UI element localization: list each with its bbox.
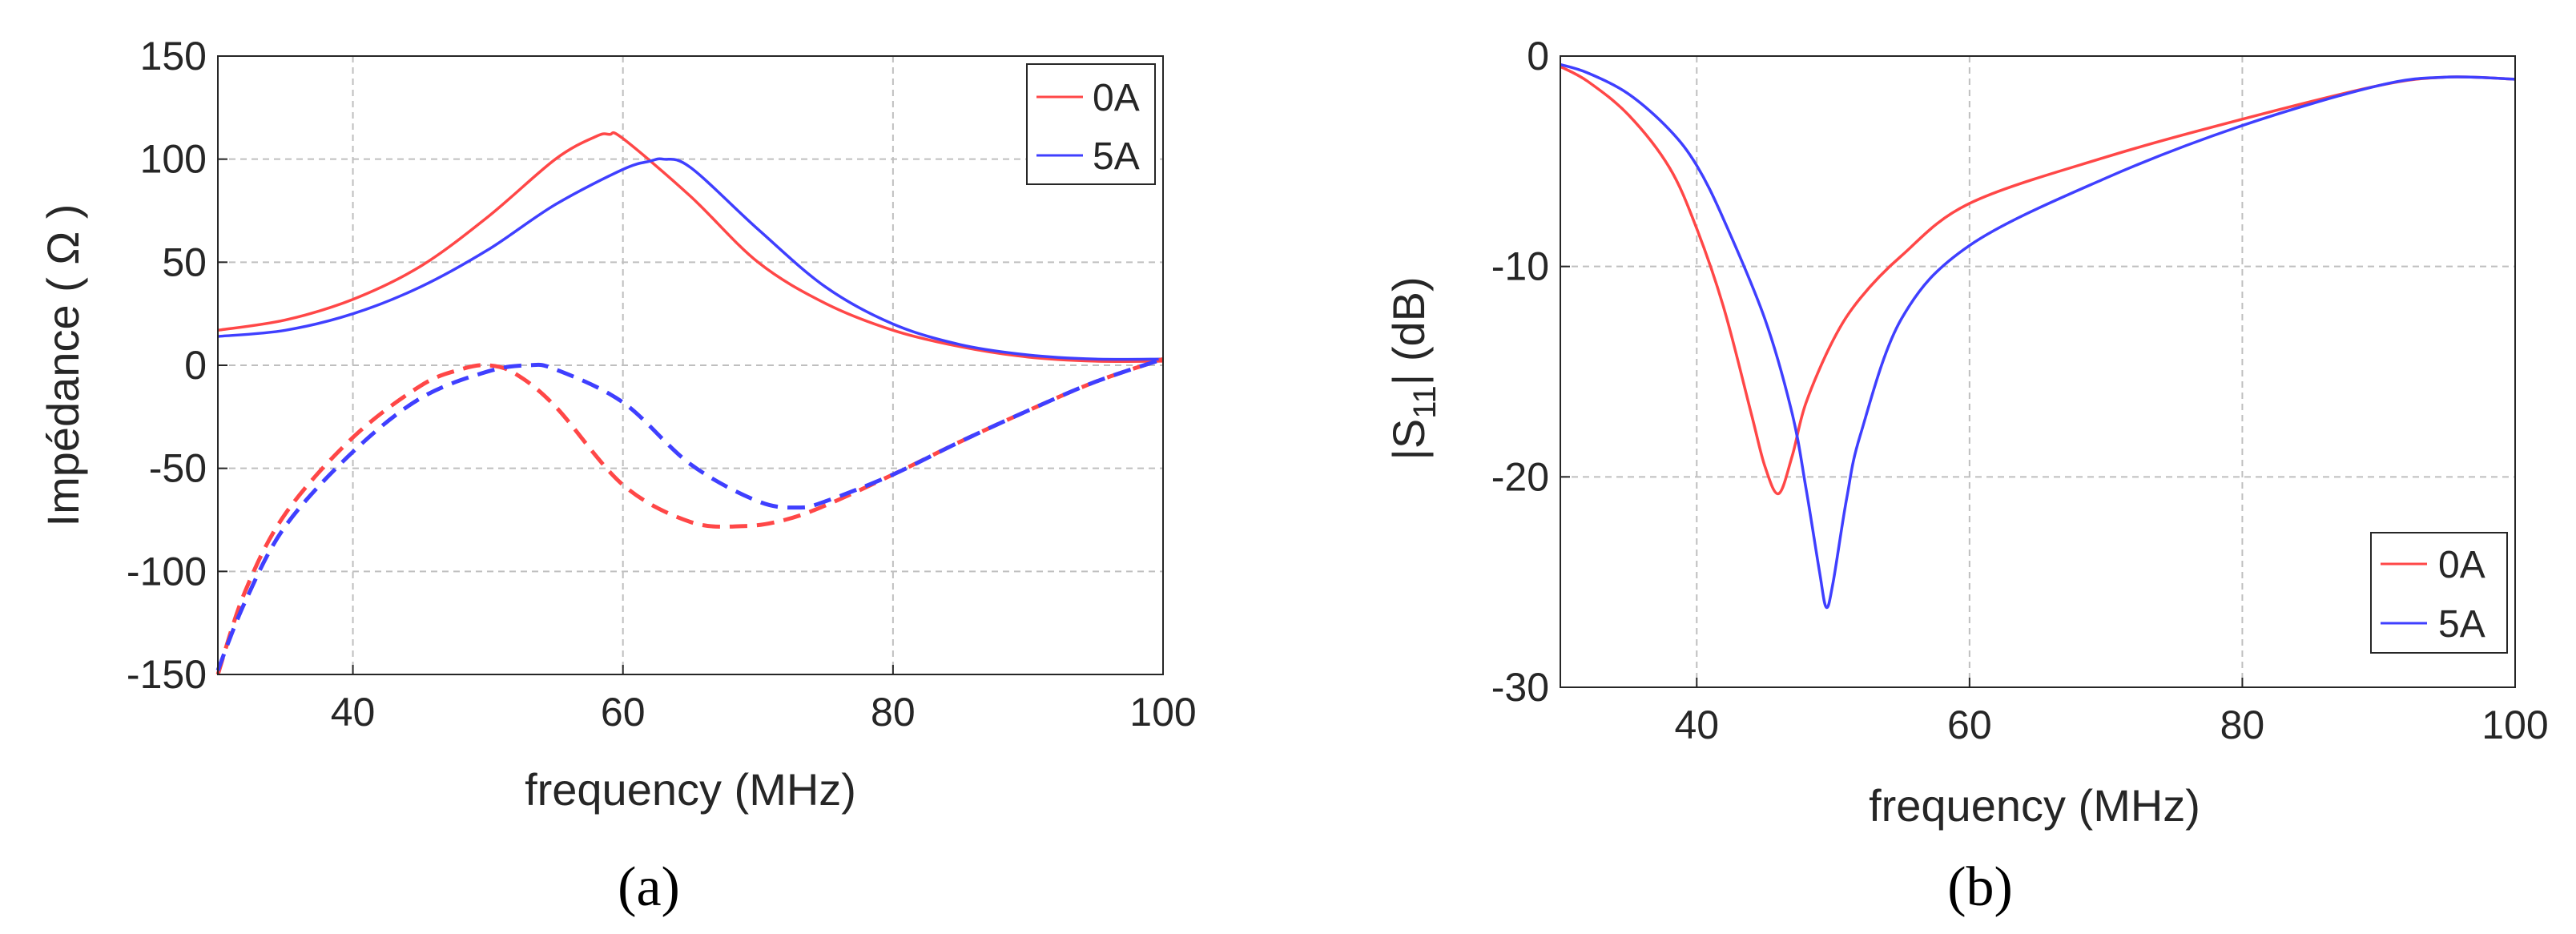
panel-b-ticks: 40 60 80 100 0 -10 -20 -30 xyxy=(1491,34,2549,747)
panel-a-ytick-label: 0 xyxy=(184,343,207,388)
panel-b-ytick-label: -20 xyxy=(1491,454,1549,499)
panel-b-series-5a-solid xyxy=(1560,62,2516,610)
panel-a-xtick-label: 60 xyxy=(601,690,646,735)
panel-a-series xyxy=(215,131,1164,675)
panel-a-ytick-label: 150 xyxy=(140,34,207,79)
panel-a-xtick-label: 100 xyxy=(1129,690,1196,735)
panel-a-impedance-chart: 40 60 80 100 150 100 50 0 -50 -100 -150 frequency … xyxy=(38,34,1197,918)
panel-a-series-0a-dashed xyxy=(215,356,1164,675)
panel-a-legend-label-5a: 5A xyxy=(1093,135,1140,178)
panel-b-series xyxy=(1560,62,2516,610)
panel-a-ytick-label: -50 xyxy=(149,446,207,491)
panel-b-xtick-label: 80 xyxy=(2220,703,2265,747)
panel-a-x-axis-label: frequency (MHz) xyxy=(525,764,856,815)
panel-b-series-0a-solid xyxy=(1560,65,2516,496)
panel-b-xtick-label: 40 xyxy=(1674,703,1719,747)
panel-a-legend-box xyxy=(1026,63,1156,185)
panel-b-y-axis-label-subscript: 11 xyxy=(1407,385,1443,419)
panel-a-series-5a-dashed xyxy=(215,356,1164,671)
panel-b-y-axis-label-suffix: | (dB) xyxy=(1383,276,1434,385)
panel-b-ytick-label: -30 xyxy=(1491,665,1549,710)
panel-a-ytick-label: 50 xyxy=(162,240,207,284)
panel-b-xtick-label: 100 xyxy=(2481,703,2548,747)
panel-a-caption: (a) xyxy=(618,856,680,918)
panel-a-ytick-label: 100 xyxy=(140,137,207,182)
panel-b-y-axis-label-prefix: |S xyxy=(1383,419,1434,461)
panel-a-series-5a-solid xyxy=(217,157,1164,361)
panel-a-grid xyxy=(218,56,1163,674)
panel-b-xtick-label: 60 xyxy=(1947,703,1992,747)
panel-b-ytick-label: 0 xyxy=(1527,34,1549,79)
panel-b-caption: (b) xyxy=(1947,856,2013,918)
panel-b-x-axis-label: frequency (MHz) xyxy=(1869,780,2200,831)
panel-b-y-axis-label: |S11| (dB) xyxy=(1383,276,1443,460)
panel-a-ticks: 40 60 80 100 150 100 50 0 -50 -100 -150 xyxy=(127,34,1197,735)
panel-b-legend: 0A 5A xyxy=(2370,532,2508,654)
panel-b-ytick-label: -10 xyxy=(1491,244,1549,289)
panel-a-series-0a-solid xyxy=(217,131,1164,364)
panel-b-legend-label-5a: 5A xyxy=(2438,603,2485,646)
panel-a-y-axis-label: Impédance ( Ω ) xyxy=(38,204,88,527)
panel-b-legend-label-0a: 0A xyxy=(2438,544,2485,586)
panel-b-grid xyxy=(1560,56,2515,687)
panel-a-legend: 0A 5A xyxy=(1026,63,1156,185)
panel-a-legend-label-0a: 0A xyxy=(1093,77,1140,119)
panel-a-xtick-label: 40 xyxy=(331,690,376,735)
panel-b-plot-frame xyxy=(1560,55,2516,688)
panel-a-ytick-label: -100 xyxy=(127,549,207,594)
panel-a-ytick-label: -150 xyxy=(127,652,207,697)
panel-b-legend-box xyxy=(2370,532,2508,654)
panel-a-xtick-label: 80 xyxy=(871,690,916,735)
panel-b-s11-chart: 40 60 80 100 0 -10 -20 -30 frequency (MHz) |S11… xyxy=(1383,34,2549,918)
